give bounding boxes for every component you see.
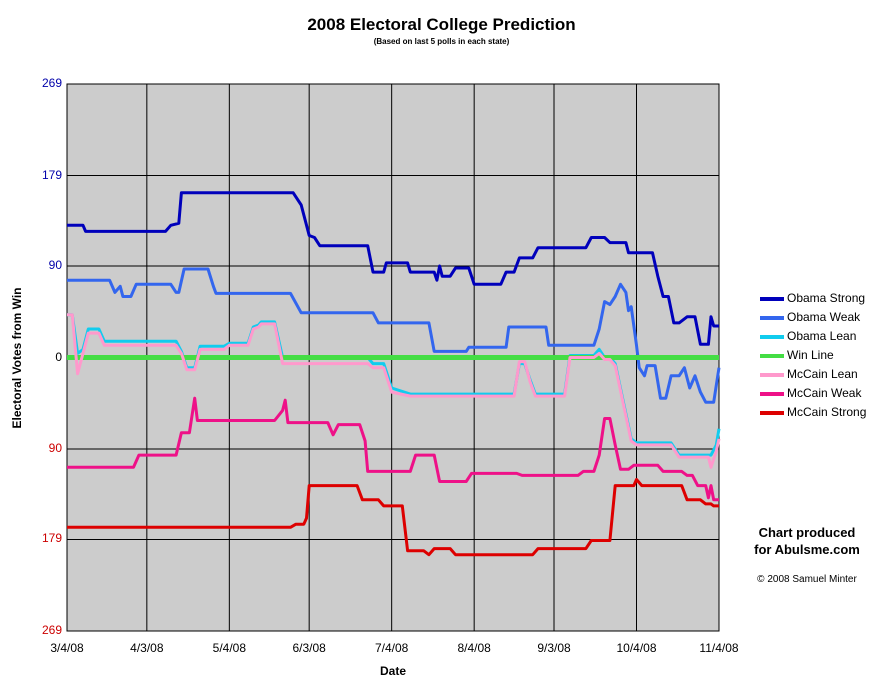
legend-swatch [760, 316, 784, 320]
credit-line-1: Chart produced [758, 525, 856, 540]
legend-swatch [760, 335, 784, 339]
series-line-obama-weak [67, 267, 721, 404]
x-tick-label: 7/4/08 [374, 641, 409, 655]
x-axis-label: Date [379, 664, 406, 678]
x-tick-label: 11/4/08 [699, 641, 739, 655]
legend-label: Win Line [787, 348, 834, 362]
y-tick-label: 179 [41, 167, 62, 182]
legend-label: McCain Lean [787, 367, 858, 381]
legend-swatch [760, 392, 784, 396]
credit-line-2: for Abulsme.com [754, 542, 860, 557]
y-tick-label: 269 [41, 76, 62, 90]
legend-swatch [760, 297, 784, 301]
series-line-mccain-strong [67, 478, 719, 557]
x-tick-label: 6/3/08 [292, 641, 326, 655]
legend-label: McCain Strong [787, 405, 867, 419]
y-tick-label: 179 [41, 531, 62, 546]
x-tick-label: 5/4/08 [212, 641, 247, 655]
chart-subtitle: (Based on last 5 polls in each state) [373, 37, 510, 46]
x-tick-label: 9/3/08 [537, 641, 571, 655]
copyright-notice: © 2008 Samuel Minter [757, 574, 857, 585]
y-axis-label: Electoral Votes from Win [10, 287, 24, 429]
legend-label: Obama Lean [787, 329, 857, 343]
y-tick-label: 90 [48, 257, 62, 272]
x-tick-label: 3/4/08 [50, 641, 84, 655]
series-line-obama-strong [67, 191, 719, 346]
legend-swatch [760, 411, 784, 415]
x-tick-label: 8/4/08 [457, 641, 491, 655]
legend-label: McCain Weak [787, 386, 862, 400]
x-tick-label: 4/3/08 [130, 641, 164, 655]
legend-label: Obama Weak [787, 310, 861, 324]
y-tick-label: 269 [41, 623, 62, 637]
y-tick-label: 0 [55, 349, 62, 364]
series-line-mccain-lean [67, 313, 721, 469]
legend-swatch [760, 354, 784, 358]
legend-label: Obama Strong [787, 291, 866, 305]
x-tick-label: 10/4/08 [616, 641, 657, 655]
legend-swatch [760, 373, 784, 377]
series-line-mccain-weak [67, 396, 719, 502]
chart-title: 2008 Electoral College Prediction [307, 15, 576, 34]
y-tick-label: 90 [48, 441, 62, 455]
